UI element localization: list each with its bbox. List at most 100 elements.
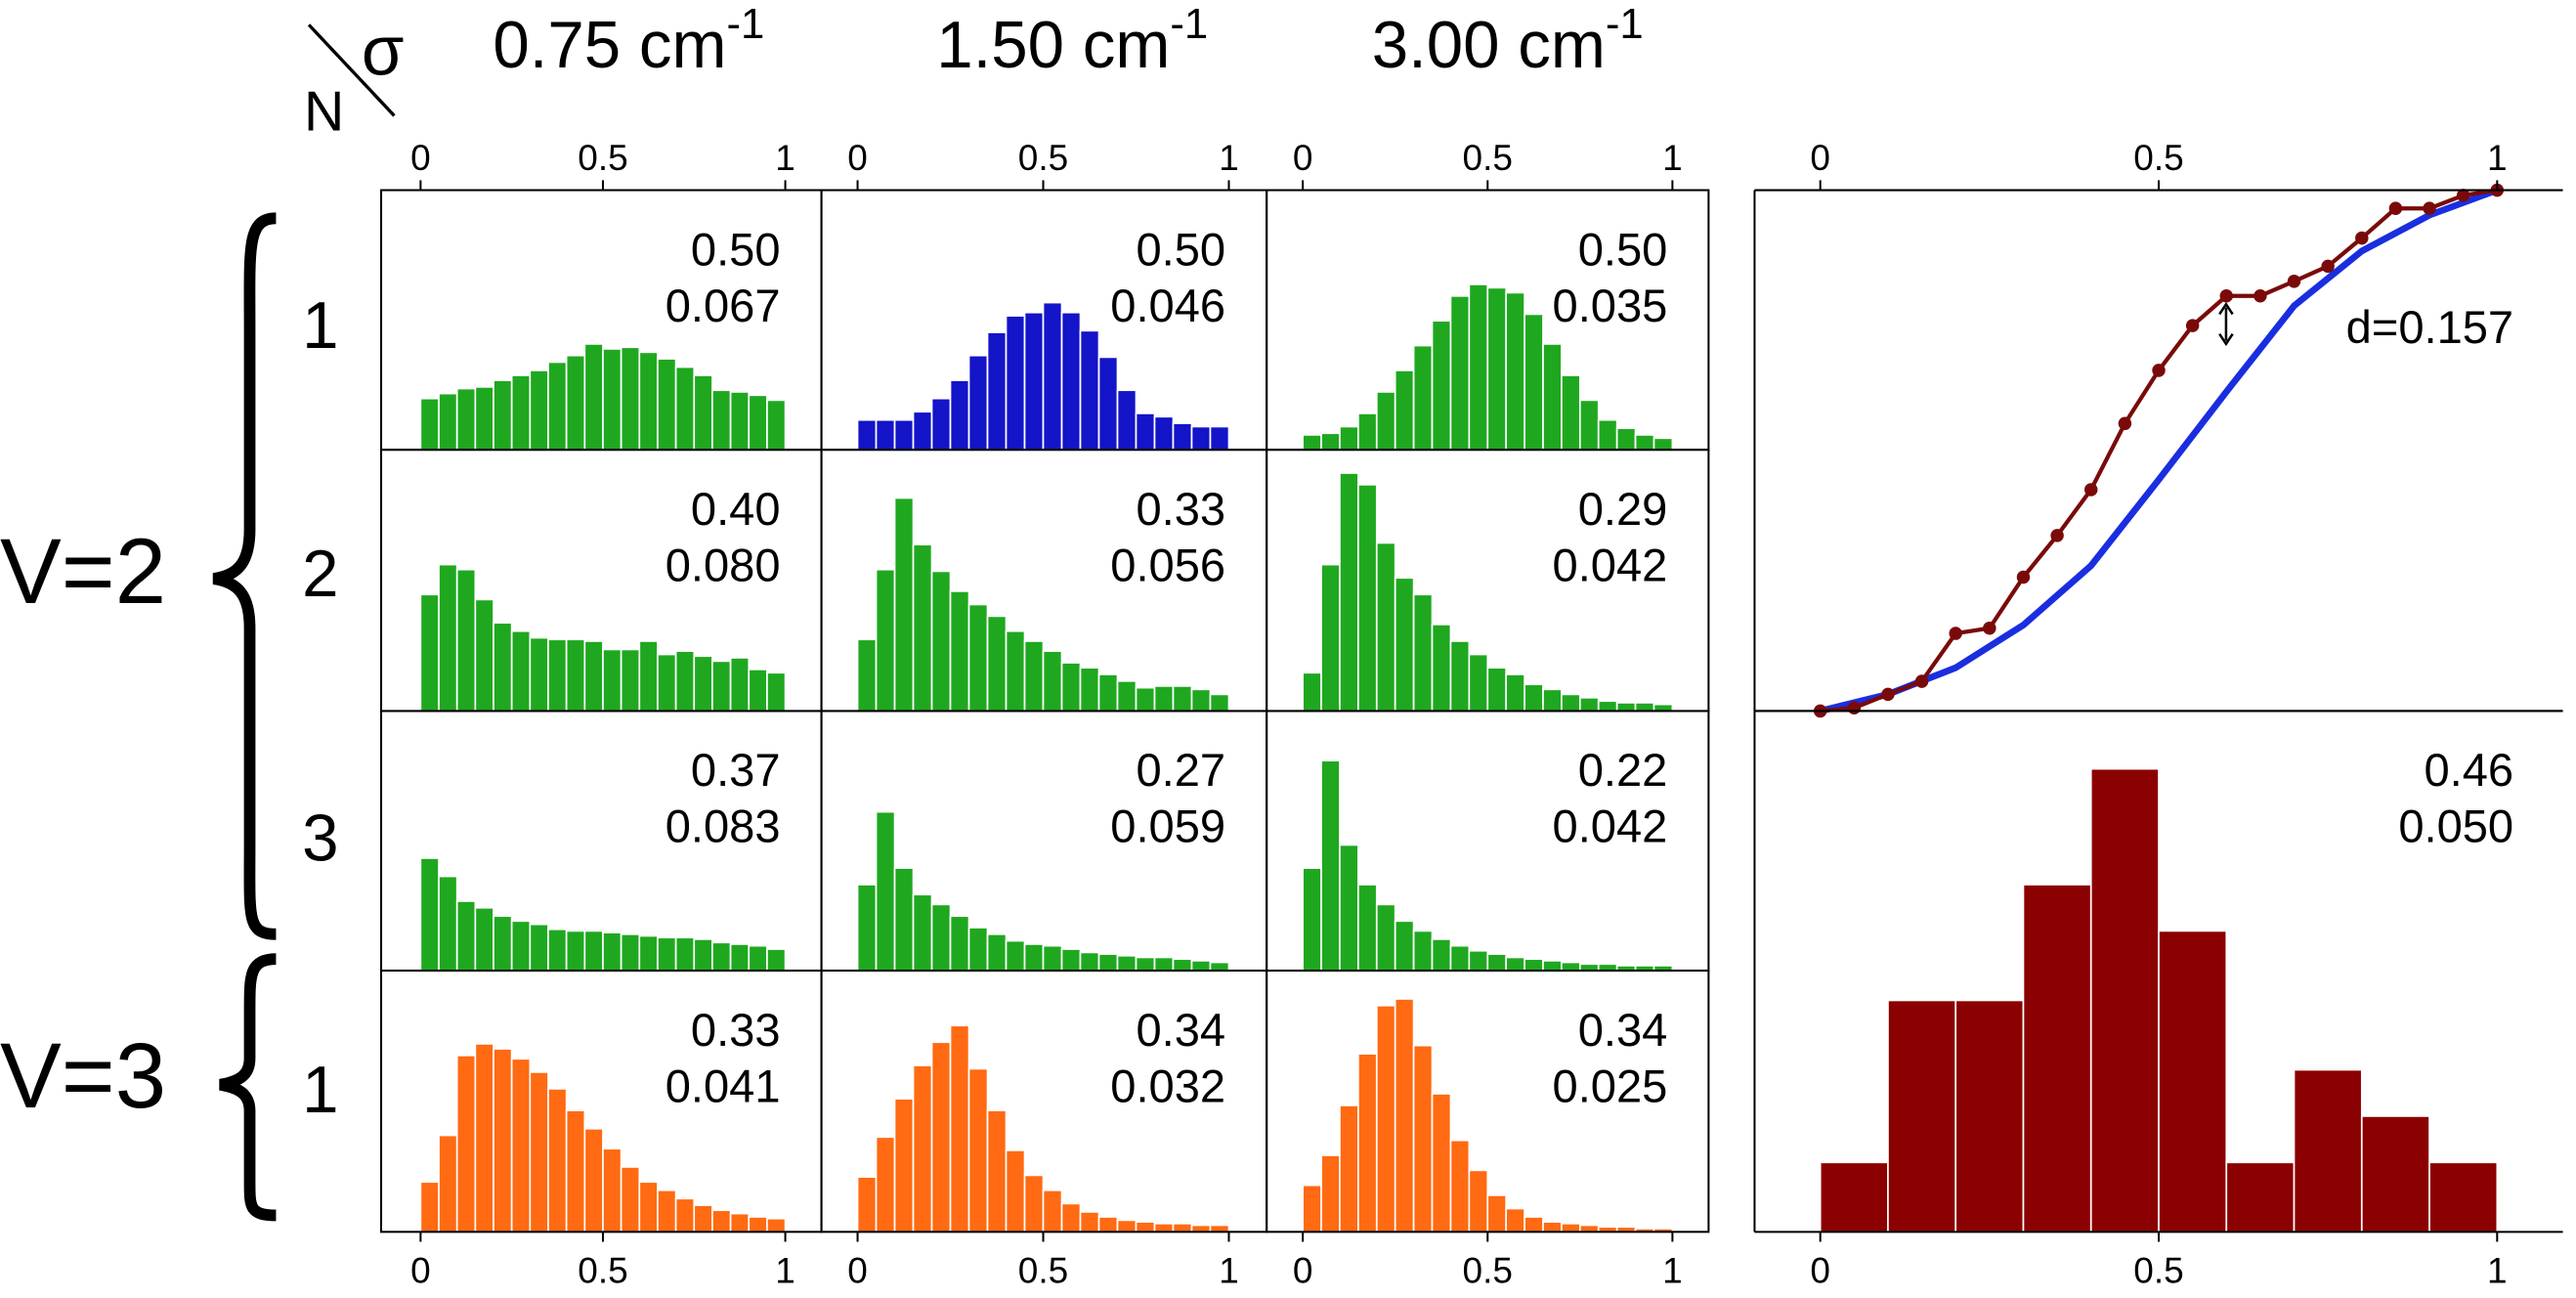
bar bbox=[856, 418, 878, 451]
marker bbox=[2254, 288, 2267, 303]
bar bbox=[419, 857, 440, 972]
line bbox=[1819, 187, 2499, 714]
bar bbox=[856, 1176, 878, 1233]
marker bbox=[2321, 259, 2335, 274]
x-tick-label: 0.5 bbox=[2133, 1249, 2183, 1290]
bar bbox=[1375, 541, 1396, 713]
column-header: 0.75 cm-1 bbox=[493, 0, 764, 82]
bar bbox=[1116, 389, 1138, 451]
bar bbox=[1116, 679, 1138, 713]
marker bbox=[2219, 288, 2233, 303]
bar bbox=[1615, 427, 1637, 451]
bar bbox=[912, 893, 933, 972]
bar bbox=[1060, 662, 1082, 713]
x-tick-label: 0.5 bbox=[1018, 1249, 1068, 1290]
x-tick-label: 0 bbox=[1293, 137, 1313, 178]
corner-sigma: σ bbox=[362, 13, 405, 90]
bar bbox=[602, 648, 623, 713]
bar bbox=[1172, 958, 1193, 972]
bar bbox=[493, 1048, 513, 1233]
bar bbox=[510, 374, 532, 451]
bar bbox=[766, 948, 787, 972]
bar bbox=[1079, 951, 1100, 972]
bar bbox=[729, 943, 751, 972]
corner-slash bbox=[307, 23, 396, 117]
bar bbox=[967, 354, 989, 451]
bar bbox=[1653, 703, 1674, 713]
bar bbox=[1060, 1202, 1082, 1233]
bar bbox=[493, 379, 513, 451]
bar bbox=[1615, 702, 1637, 713]
bar bbox=[1209, 425, 1230, 451]
bar bbox=[1412, 593, 1434, 713]
bar bbox=[1339, 1104, 1359, 1233]
bar bbox=[693, 938, 713, 972]
marker bbox=[2423, 201, 2436, 215]
annotation: 0.34 bbox=[1137, 1005, 1226, 1057]
column-header-sup: -1 bbox=[1606, 0, 1644, 48]
bar bbox=[1542, 1221, 1563, 1233]
bar bbox=[912, 411, 933, 451]
marker bbox=[2355, 231, 2369, 245]
bar bbox=[1023, 640, 1045, 713]
bar bbox=[711, 660, 732, 713]
bar bbox=[1542, 343, 1563, 451]
bar bbox=[1153, 415, 1175, 451]
bar bbox=[583, 640, 604, 713]
bar bbox=[1042, 944, 1063, 972]
annotation: 0.50 bbox=[1137, 224, 1226, 276]
bar bbox=[620, 648, 641, 713]
bar bbox=[583, 930, 604, 972]
annotation: 0.33 bbox=[691, 1005, 781, 1057]
bar bbox=[419, 1181, 440, 1233]
bar bbox=[565, 930, 586, 972]
bar bbox=[1542, 688, 1563, 713]
bar bbox=[693, 374, 713, 451]
bar bbox=[949, 379, 970, 451]
bar bbox=[2022, 884, 2092, 1233]
x-tick-label: 0 bbox=[847, 137, 868, 178]
bar bbox=[1486, 667, 1508, 713]
row-label: 2 bbox=[302, 538, 338, 611]
bar bbox=[474, 906, 494, 972]
brace bbox=[219, 953, 277, 1222]
bar bbox=[565, 638, 586, 713]
bar bbox=[1542, 960, 1563, 972]
bar bbox=[510, 920, 532, 972]
bar bbox=[602, 1147, 623, 1233]
bar bbox=[1375, 1004, 1396, 1233]
x-tick-label: 0 bbox=[410, 137, 431, 178]
column-header-sup: -1 bbox=[726, 0, 764, 48]
bar bbox=[565, 354, 586, 451]
bar bbox=[1023, 1174, 1045, 1233]
bar bbox=[856, 638, 878, 713]
bar bbox=[1449, 944, 1471, 972]
bar bbox=[1505, 673, 1525, 713]
bar bbox=[967, 927, 989, 972]
bar bbox=[1486, 953, 1508, 972]
bar bbox=[657, 1189, 677, 1233]
column-header: 1.50 cm-1 bbox=[936, 0, 1208, 82]
bar bbox=[1524, 683, 1544, 713]
bar bbox=[1097, 356, 1119, 451]
bar bbox=[1468, 653, 1489, 713]
bar bbox=[620, 1166, 641, 1233]
x-tick-label: 0 bbox=[1293, 1249, 1313, 1290]
marker bbox=[1881, 687, 1895, 702]
annotation: 0.042 bbox=[1553, 540, 1668, 591]
bar bbox=[986, 331, 1008, 451]
bar bbox=[1394, 369, 1415, 451]
bar bbox=[1486, 286, 1508, 451]
bar bbox=[1172, 422, 1193, 451]
bar bbox=[602, 931, 623, 972]
line bbox=[1820, 188, 2498, 714]
bar bbox=[1153, 956, 1175, 972]
bar bbox=[620, 932, 641, 972]
bar bbox=[1394, 920, 1415, 972]
x-tick-label: 0 bbox=[1810, 1249, 1830, 1290]
bar bbox=[1449, 1139, 1471, 1233]
annotation: 0.059 bbox=[1110, 801, 1225, 853]
bar bbox=[674, 1197, 696, 1233]
bar bbox=[1339, 844, 1359, 972]
bar bbox=[1060, 311, 1082, 451]
